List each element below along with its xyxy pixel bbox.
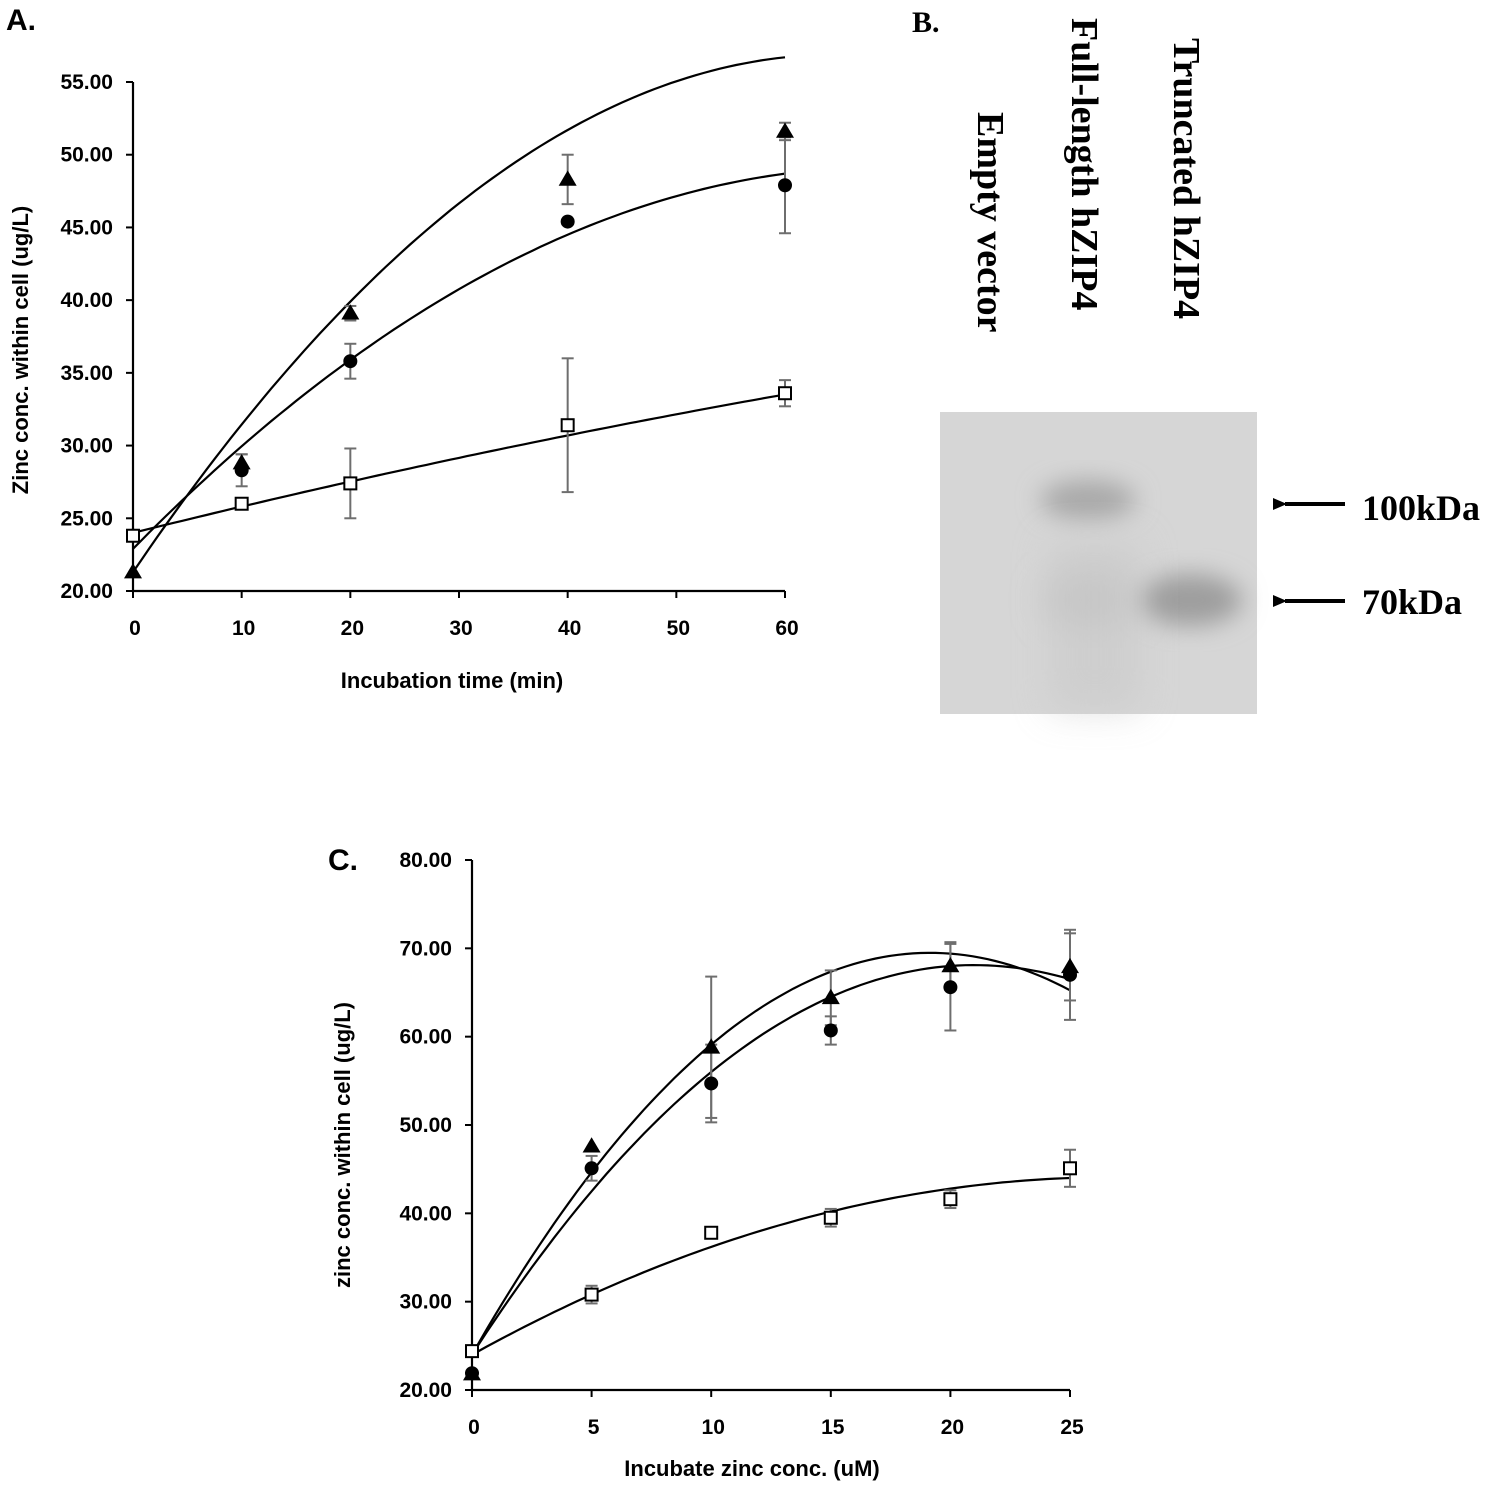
y-tick-label: 50.00 bbox=[60, 144, 113, 167]
error-bars bbox=[235, 121, 791, 520]
point-circle bbox=[943, 980, 958, 995]
blot-panel-b: B. Empty vector Full-length hZIP4 Trunca… bbox=[912, 6, 1480, 714]
point-square bbox=[823, 1210, 838, 1225]
panel-b-letter: B. bbox=[912, 6, 940, 39]
point-circle bbox=[1063, 967, 1077, 982]
y-axis: 20.00 30.00 40.00 50.00 60.00 70.00 80.00 bbox=[399, 849, 472, 1402]
point-triangle bbox=[558, 170, 577, 186]
blot-membrane bbox=[940, 412, 1257, 714]
panel-a-letter: A. bbox=[6, 4, 36, 37]
point-triangle bbox=[821, 988, 840, 1005]
y-tick-label: 70.00 bbox=[399, 937, 452, 960]
fit-line-triangle bbox=[471, 951, 1071, 1356]
point-circle bbox=[560, 214, 575, 229]
y-tick-label: 40.00 bbox=[399, 1202, 452, 1225]
x-tick-label: 25 bbox=[1060, 1416, 1084, 1439]
y-tick-label: 20.00 bbox=[399, 1379, 452, 1402]
panel-c-letter: C. bbox=[328, 844, 358, 877]
point-square bbox=[126, 528, 140, 543]
point-circle bbox=[778, 178, 792, 193]
x-tick-label: 20 bbox=[941, 1416, 964, 1439]
x-tick-label: 5 bbox=[588, 1416, 600, 1439]
fit-line-triangle bbox=[132, 56, 786, 573]
y-tick-label: 55.00 bbox=[60, 71, 113, 94]
data-points bbox=[463, 957, 1079, 1381]
fit-curves bbox=[471, 951, 1071, 1356]
y-tick-label: 60.00 bbox=[399, 1026, 452, 1049]
x-tick-label: 10 bbox=[232, 617, 255, 640]
error-bars bbox=[585, 928, 1076, 1305]
x-tick-label: 10 bbox=[702, 1416, 725, 1439]
lane-label-full-length: Full-length hZIP4 bbox=[1063, 18, 1105, 310]
fit-line-square bbox=[132, 393, 786, 534]
chart-panel-c: C. 20.00 30.00 40.00 50.00 60.00 70.00 80.00 0… bbox=[328, 844, 1084, 1481]
band-100kda-full-length bbox=[1040, 480, 1136, 520]
point-circle bbox=[465, 1366, 479, 1381]
lane-label-empty-vector: Empty vector bbox=[969, 112, 1011, 333]
x-axis-title: Incubation time (min) bbox=[341, 668, 563, 693]
y-tick-label: 50.00 bbox=[399, 1114, 452, 1137]
y-tick-label: 40.00 bbox=[60, 289, 113, 312]
point-circle bbox=[823, 1023, 838, 1038]
point-square bbox=[778, 386, 792, 401]
point-triangle bbox=[124, 563, 142, 579]
point-square bbox=[560, 418, 575, 433]
x-tick-label: 30 bbox=[449, 617, 472, 640]
point-circle bbox=[704, 1076, 719, 1091]
x-axis: 0 5 10 15 20 25 bbox=[468, 1390, 1084, 1439]
point-triangle bbox=[341, 304, 360, 320]
point-circle bbox=[234, 463, 249, 478]
point-triangle bbox=[1061, 957, 1079, 974]
point-square bbox=[704, 1225, 719, 1240]
point-square bbox=[584, 1287, 599, 1302]
x-tick-label: 0 bbox=[468, 1416, 480, 1439]
x-tick-label: 15 bbox=[821, 1416, 845, 1439]
x-axis: 0 10 20 30 40 50 60 bbox=[129, 591, 799, 640]
point-circle bbox=[584, 1161, 599, 1176]
lane-smear-full-length bbox=[1050, 540, 1140, 710]
y-axis: 20.00 25.00 30.00 35.00 40.00 45.00 50.00 55.00 bbox=[60, 71, 133, 603]
data-points bbox=[124, 122, 794, 579]
y-tick-label: 35.00 bbox=[60, 362, 113, 385]
y-tick-label: 45.00 bbox=[60, 216, 113, 239]
y-tick-label: 30.00 bbox=[60, 435, 113, 458]
y-tick-label: 20.00 bbox=[60, 580, 113, 603]
x-tick-label: 20 bbox=[341, 617, 364, 640]
band-70kda-truncated bbox=[1138, 574, 1242, 626]
fit-curves bbox=[132, 56, 786, 573]
fit-line-circle bbox=[132, 172, 786, 550]
x-tick-label: 50 bbox=[667, 617, 690, 640]
point-square bbox=[234, 496, 249, 511]
y-axis-title: Zinc conc. within cell (ug/L) bbox=[8, 206, 33, 494]
point-square bbox=[465, 1344, 479, 1359]
y-tick-label: 30.00 bbox=[399, 1291, 452, 1314]
lane-label-truncated: Truncated hZIP4 bbox=[1165, 38, 1207, 319]
point-circle bbox=[343, 354, 358, 369]
x-axis-title: Incubate zinc conc. (uM) bbox=[624, 1456, 879, 1481]
point-triangle bbox=[702, 1038, 721, 1054]
x-tick-label: 60 bbox=[775, 617, 798, 640]
marker-label-100kda: 100kDa bbox=[1362, 488, 1480, 528]
point-square bbox=[943, 1192, 958, 1207]
marker-label-70kda: 70kDa bbox=[1362, 582, 1462, 622]
x-tick-label: 0 bbox=[129, 617, 141, 640]
point-triangle bbox=[776, 122, 794, 138]
point-square bbox=[1063, 1161, 1077, 1176]
y-axis-title: zinc conc. within cell (ug/L) bbox=[330, 1002, 355, 1288]
x-tick-label: 40 bbox=[558, 617, 581, 640]
point-square bbox=[343, 476, 358, 491]
fit-line-circle bbox=[471, 963, 1071, 1356]
y-tick-label: 25.00 bbox=[60, 507, 113, 530]
point-triangle bbox=[582, 1137, 601, 1153]
chart-panel-a: A. 20.00 25.00 30.00 35.00 40.00 45.00 50.00 55… bbox=[6, 4, 799, 693]
fit-line-square bbox=[471, 1176, 1071, 1356]
y-tick-label: 80.00 bbox=[399, 849, 452, 872]
point-triangle bbox=[941, 957, 960, 973]
